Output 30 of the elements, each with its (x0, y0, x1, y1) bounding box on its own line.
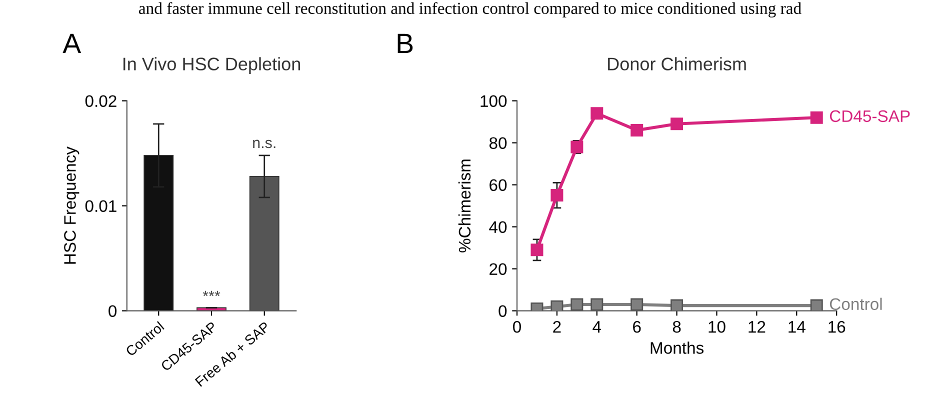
x-tick-label: 16 (828, 320, 846, 333)
y-tick-label: 20 (490, 263, 507, 276)
y-tick-label: 0 (108, 305, 117, 318)
text: and faster immune cell reconstitution and infection control compared to mice conditioned using rad (138, 2, 802, 18)
x-tick-label: 0 (513, 320, 521, 333)
x-tick-label: 12 (748, 320, 766, 333)
series-label: Control (830, 298, 882, 310)
text: B (398, 34, 413, 54)
annotation: *** (202, 290, 220, 296)
y-tick-label: 0.01 (85, 200, 116, 212)
chart-title: Donor Chimerism (608, 57, 746, 70)
y-tick-label: 100 (480, 95, 507, 108)
x-tick-label: 4 (592, 321, 602, 333)
x-axis-title: Months (650, 342, 704, 354)
y-tick-label: 40 (489, 221, 507, 234)
y-tick-label: 0 (498, 305, 507, 318)
y-axis-title: %Chimerism (458, 160, 471, 252)
y-axis-title: HSC Frequency (64, 146, 80, 264)
x-tick-label: 14 (788, 321, 806, 333)
y-tick-label: 80 (489, 137, 507, 150)
x-tick-label: 2 (553, 320, 561, 333)
x-tick-label: 8 (672, 320, 681, 333)
text: A (62, 34, 82, 54)
y-tick-label: 0.02 (85, 95, 116, 108)
chart-title: In Vivo HSC Depletion (124, 57, 300, 74)
x-tick-label: 10 (708, 320, 726, 333)
series-label: CD45-SAP (830, 110, 910, 122)
annotation: n.s. (253, 140, 276, 148)
x-tick-label: 6 (633, 320, 641, 333)
y-tick-label: 60 (490, 179, 507, 192)
